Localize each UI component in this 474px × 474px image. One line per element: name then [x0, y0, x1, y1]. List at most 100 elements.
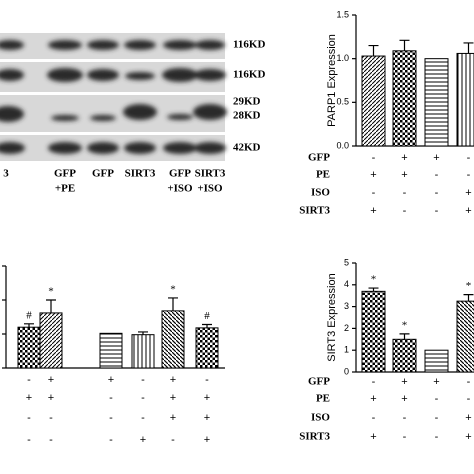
error-bar	[46, 299, 56, 313]
bar	[424, 58, 449, 147]
table-row-label: ISO	[311, 412, 330, 424]
table-row-label: GFP	[308, 152, 330, 164]
bar	[17, 326, 41, 369]
bar	[99, 332, 123, 369]
table-cell: +	[26, 392, 32, 404]
lane-label: GFP	[54, 168, 76, 180]
bar	[361, 290, 386, 373]
table-cell: +	[401, 376, 407, 388]
table-cell: -	[27, 412, 31, 424]
table-cell: -	[467, 376, 471, 388]
error-bar	[463, 294, 474, 302]
table-cell: +	[170, 374, 176, 386]
table-cell: +	[465, 431, 471, 443]
table-cell: -	[435, 412, 439, 424]
table-cell: -	[403, 412, 407, 424]
table-row-label: GFP	[308, 376, 330, 388]
table-cell: +	[401, 152, 407, 164]
y-tick-label: 2	[344, 323, 349, 333]
table-cell: +	[433, 376, 439, 388]
table-cell: -	[435, 205, 439, 217]
y-tick-label: 1.0	[336, 53, 349, 63]
table-row-label: PE	[316, 169, 330, 181]
bar	[456, 52, 474, 147]
band-label: 29KD	[233, 96, 261, 108]
table-cell: -	[403, 205, 407, 217]
lane-label: +ISO	[197, 183, 223, 195]
significance-mark: *	[402, 319, 408, 331]
table-cell: +	[401, 169, 407, 181]
bar	[456, 300, 474, 373]
table-cell: -	[467, 393, 471, 405]
lane-label: SIRT3	[195, 168, 226, 180]
y-tick-label: 0.0	[336, 140, 349, 150]
table-cell: +	[204, 412, 210, 424]
table-cell: -	[49, 434, 53, 446]
table-cell: +	[370, 393, 376, 405]
y-axis-label: SIRT3 Expression	[326, 273, 338, 361]
table-cell: +	[204, 434, 210, 446]
lane-label: GFP	[169, 168, 191, 180]
lane-label: +PE	[55, 183, 75, 195]
error-bar	[24, 323, 34, 328]
table-cell: -	[372, 412, 376, 424]
table-cell: -	[171, 434, 175, 446]
table-cell: -	[435, 431, 439, 443]
bar	[131, 334, 155, 369]
table-cell: +	[433, 152, 439, 164]
table-cell: -	[141, 412, 145, 424]
table-cell: +	[170, 412, 176, 424]
table-cell: -	[27, 434, 31, 446]
bar	[392, 50, 417, 147]
table-cell: -	[403, 187, 407, 199]
error-bar	[463, 42, 474, 54]
lane-label: 3	[3, 168, 9, 180]
significance-mark: *	[48, 286, 54, 298]
table-cell: +	[48, 374, 54, 386]
y-tick-label: 5	[344, 257, 349, 267]
bar	[39, 312, 63, 369]
table-cell: +	[465, 412, 471, 424]
table-cell: +	[370, 169, 376, 181]
y-tick-label: 4	[344, 279, 349, 289]
y-axis-label: PARP1 Expression	[326, 34, 338, 127]
table-cell: +	[204, 392, 210, 404]
table-cell: -	[435, 393, 439, 405]
band-label: 116KD	[233, 69, 265, 81]
table-cell: -	[467, 152, 471, 164]
table-cell: +	[108, 374, 114, 386]
table-row-label: SIRT3	[299, 205, 330, 217]
lane-label: +ISO	[167, 183, 193, 195]
significance-mark: #	[26, 309, 32, 321]
lane-label: SIRT3	[125, 168, 156, 180]
y-tick-label: 3	[344, 301, 349, 311]
table-cell: -	[109, 392, 113, 404]
table-cell: -	[372, 152, 376, 164]
error-bar	[202, 323, 212, 328]
y-tick-label: 1	[344, 345, 349, 355]
table-cell: -	[467, 169, 471, 181]
table-cell: -	[49, 412, 53, 424]
blot-image	[0, 33, 227, 161]
table-cell: +	[370, 431, 376, 443]
table-cell: -	[141, 392, 145, 404]
y-tick-label: 1.5	[336, 9, 349, 19]
table-cell: +	[401, 393, 407, 405]
bar	[195, 327, 219, 369]
error-bar	[368, 287, 379, 292]
significance-mark: *	[371, 274, 377, 286]
bar	[161, 310, 185, 369]
table-cell: -	[372, 187, 376, 199]
table-cell: -	[372, 376, 376, 388]
table-cell: -	[435, 169, 439, 181]
table-cell: +	[140, 434, 146, 446]
error-bar	[399, 39, 410, 51]
table-row-label: SIRT3	[299, 431, 330, 443]
significance-mark: #	[204, 310, 210, 322]
table-row-label: ISO	[311, 187, 330, 199]
bar	[392, 338, 417, 373]
bar	[424, 349, 449, 373]
table-cell: -	[109, 434, 113, 446]
y-tick-label: 0.5	[336, 97, 349, 107]
